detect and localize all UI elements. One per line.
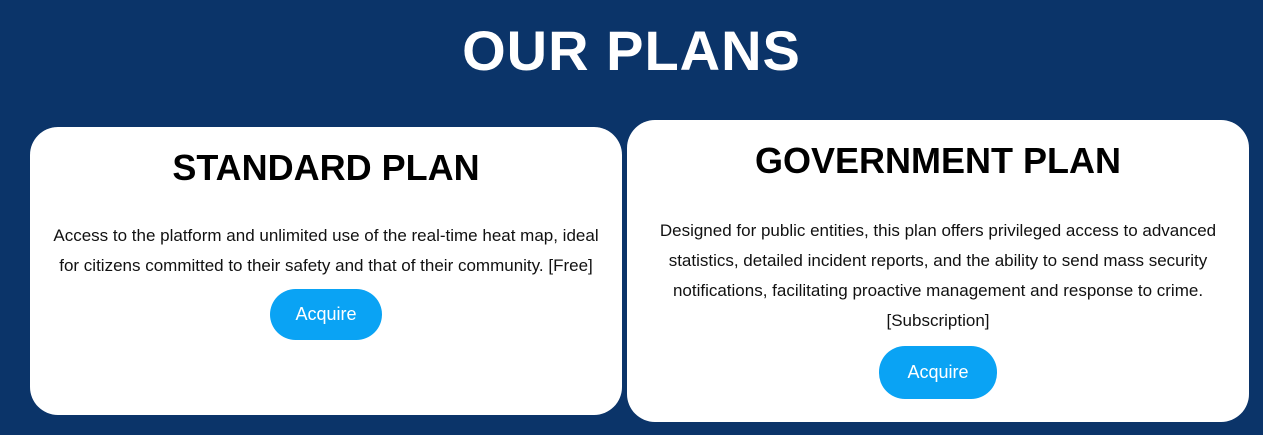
standard-plan-title: STANDARD PLAN	[172, 147, 480, 188]
section-title: OUR PLANS	[462, 19, 801, 82]
government-plan-description: Designed for public entities, this plan …	[659, 221, 1217, 330]
government-plan-title: GOVERNMENT PLAN	[754, 140, 1121, 181]
standard-plan-card: STANDARD PLAN Access to the platform and…	[30, 127, 622, 415]
standard-plan-description: Access to the platform and unlimited use…	[53, 226, 599, 275]
government-acquire-button[interactable]: Acquire	[879, 346, 997, 399]
government-plan-card: GOVERNMENT PLAN Designed for public enti…	[627, 120, 1249, 422]
standard-acquire-button[interactable]: Acquire	[270, 289, 382, 340]
